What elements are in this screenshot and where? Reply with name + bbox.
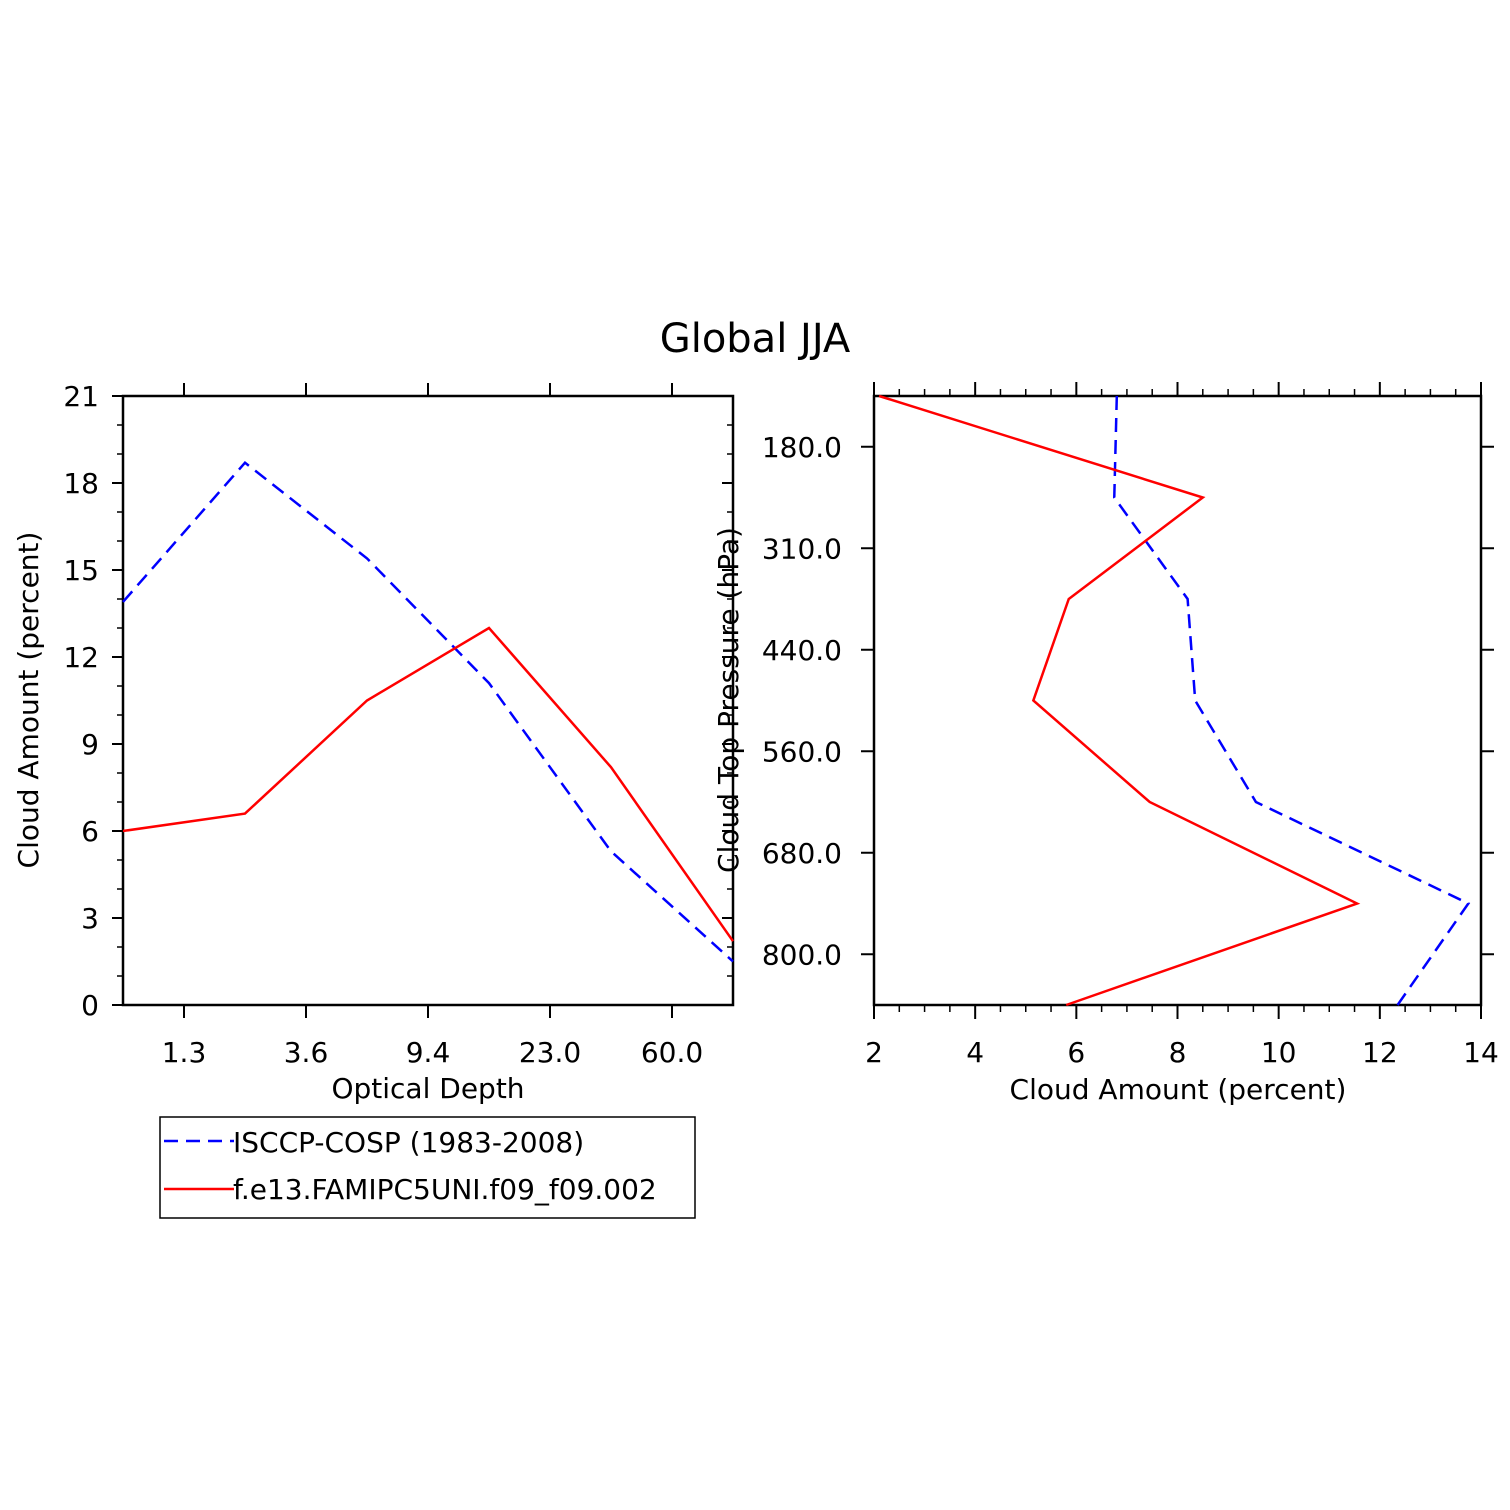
legend-label-obs: ISCCP-COSP (1983-2008) — [233, 1126, 584, 1159]
right-y-tick-label: 800.0 — [762, 938, 842, 971]
left-x-tick-label: 1.3 — [162, 1036, 207, 1069]
left-y-tick-label: 6 — [81, 815, 99, 848]
right-y-tick-label: 560.0 — [762, 735, 842, 768]
right-y-tick-label: 440.0 — [762, 634, 842, 667]
right-series-line-model — [878, 394, 1361, 1007]
left-series-line-model — [122, 626, 735, 942]
right-x-tick-label: 6 — [1067, 1036, 1085, 1069]
left-x-tick-label: 60.0 — [641, 1036, 703, 1069]
left-y-tick-label: 0 — [81, 989, 99, 1022]
left-y-tick-label: 3 — [81, 902, 99, 935]
left-x-axis-label: Optical Depth — [331, 1072, 524, 1105]
right-y-axis-label: Cloud Top Pressure (hPa) — [712, 527, 745, 873]
right-series — [878, 394, 1471, 1007]
right-y-tick-label: 680.0 — [762, 837, 842, 870]
right-y-tick-label: 310.0 — [762, 532, 842, 565]
right-ticks: 2 4 6 8 10 12 14 180.0 310.0 440.0 560.0 680.0 800.0 — [762, 382, 1499, 1069]
left-y-tick-label: 12 — [63, 641, 99, 674]
chart-title: Global JJA — [660, 316, 851, 362]
right-x-tick-label: 10 — [1261, 1036, 1297, 1069]
left-x-tick-label: 23.0 — [519, 1036, 581, 1069]
legend-label-model: f.e13.FAMIPC5UNI.f09_f09.002 — [233, 1173, 657, 1206]
right-x-axis-label: Cloud Amount (percent) — [1010, 1073, 1347, 1106]
left-x-tick-label: 9.4 — [406, 1036, 451, 1069]
legend-box — [159, 1116, 696, 1219]
left-ticks: 0 3 6 9 12 15 18 21 1.3 3.6 9.4 23.0 60.0 — [63, 380, 733, 1069]
left-y-tick-label: 21 — [63, 380, 99, 413]
right-plot: 2 4 6 8 10 12 14 180.0 310.0 440.0 560.0 680.0 800.0… — [712, 382, 1499, 1106]
right-x-tick-label: 14 — [1463, 1036, 1499, 1069]
left-y-tick-label: 15 — [63, 554, 99, 587]
left-series — [122, 460, 735, 963]
left-x-tick-label: 3.6 — [284, 1036, 329, 1069]
right-x-tick-label: 4 — [966, 1036, 984, 1069]
left-plot-frame — [121, 394, 735, 1007]
left-y-tick-label: 18 — [63, 467, 99, 500]
left-y-tick-label: 9 — [81, 728, 99, 761]
legend: ISCCP-COSP (1983-2008) f.e13.FAMIPC5UNI.… — [159, 1116, 696, 1219]
right-series-line-obs — [1113, 395, 1471, 1006]
left-y-axis-label: Cloud Amount (percent) — [12, 532, 45, 869]
left-plot: 0 3 6 9 12 15 18 21 1.3 3.6 9.4 23.0 60.0 Optical De… — [12, 380, 735, 1105]
right-x-tick-label: 2 — [865, 1036, 883, 1069]
left-series-line-obs — [122, 460, 734, 963]
right-x-tick-label: 12 — [1362, 1036, 1398, 1069]
right-plot-frame — [872, 394, 1483, 1007]
right-x-tick-label: 8 — [1169, 1036, 1187, 1069]
right-y-tick-label: 180.0 — [762, 431, 842, 464]
